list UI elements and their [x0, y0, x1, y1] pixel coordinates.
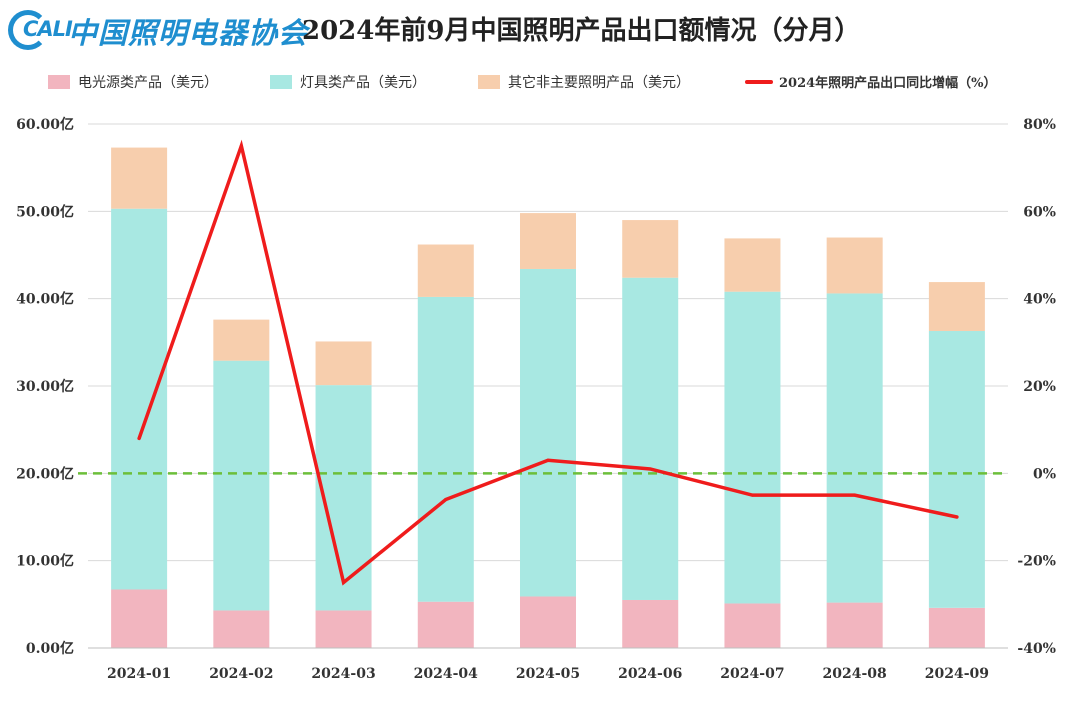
y-tick-left: 60.00亿	[16, 116, 74, 133]
y-tick-left: 40.00亿	[16, 291, 74, 308]
bar-other	[622, 220, 679, 278]
y-axis-left: 0.00亿 10.00亿 20.00亿 30.00亿 40.00亿 50.00亿 60.00…	[16, 116, 74, 657]
logo-mark-icon: CALI	[8, 8, 73, 54]
bars	[111, 147, 985, 648]
legend-item-other: 其它非主要照明产品（美元）	[478, 72, 690, 92]
bar-fixtures	[213, 360, 270, 611]
y-tick-right: 40%	[1023, 292, 1056, 308]
chart-legend: 电光源类产品（美元） 灯具类产品（美元） 其它非主要照明产品（美元） 2024年…	[0, 68, 1080, 98]
legend-item-light-source: 电光源类产品（美元）	[48, 72, 218, 92]
x-tick-label: 2024-01	[107, 666, 171, 682]
y-tick-left: 30.00亿	[16, 378, 74, 395]
bar-fixtures	[417, 296, 474, 602]
growth-point	[750, 493, 754, 497]
bar-other	[213, 319, 270, 361]
legend-label-fixtures: 灯具类产品（美元）	[300, 75, 426, 91]
y-tick-left: 50.00亿	[16, 203, 74, 220]
growth-line-layer	[137, 139, 959, 586]
legend-swatch-light-source	[48, 75, 70, 89]
chart-header: CALI 中国照明电器协会 2024年前9月中国照明产品出口额情况（分月）	[0, 0, 1080, 62]
bar-fixtures	[724, 291, 781, 604]
legend-label-growth: 2024年照明产品出口同比增幅（%）	[779, 76, 997, 91]
growth-point	[853, 493, 857, 497]
x-tick-label: 2024-06	[618, 666, 682, 682]
growth-point	[648, 467, 652, 471]
legend-item-fixtures: 灯具类产品（美元）	[270, 72, 426, 92]
y-tick-left: 20.00亿	[16, 465, 74, 482]
x-tick-label: 2024-07	[720, 666, 784, 682]
bar-fixtures	[111, 208, 168, 590]
y-tick-right: 80%	[1023, 117, 1056, 133]
y-axis-right: -40% -20% 0% 20% 40% 60% 80%	[1017, 117, 1056, 657]
cali-logo: CALI 中国照明电器协会	[8, 8, 308, 54]
bar-other	[417, 244, 474, 297]
x-tick-label: 2024-09	[925, 666, 989, 682]
y-tick-right: -20%	[1017, 554, 1056, 570]
y-tick-right: 60%	[1023, 204, 1056, 220]
x-axis: 2024-01 2024-02 2024-03 2024-04 2024-05 2024-…	[88, 647, 1008, 682]
logo-name: 中国照明电器协会	[68, 16, 309, 50]
bar-fixtures	[928, 330, 985, 608]
bar-light-source	[622, 599, 679, 648]
x-tick-label: 2024-03	[311, 666, 375, 682]
legend-item-growth: 2024年照明产品出口同比增幅（%）	[745, 72, 997, 91]
bar-other	[111, 147, 168, 209]
y-tick-right: 20%	[1023, 379, 1056, 395]
growth-point	[342, 581, 346, 584]
bar-light-source	[724, 603, 781, 648]
bar-light-source	[826, 602, 883, 648]
chart-title: 2024年前9月中国照明产品出口额情况（分月）	[302, 16, 861, 46]
growth-point	[239, 144, 243, 148]
logo-abbr: CALI	[23, 17, 73, 41]
y-tick-right: 0%	[1033, 466, 1056, 482]
bar-fixtures	[520, 268, 576, 597]
bar-light-source	[520, 596, 576, 648]
x-tick-label: 2024-02	[209, 666, 273, 682]
logo-ring-icon	[8, 10, 48, 50]
y-tick-left: 10.00亿	[16, 553, 74, 570]
y-tick-right: -40%	[1017, 641, 1056, 657]
bar-other	[826, 237, 883, 294]
legend-label-other: 其它非主要照明产品（美元）	[508, 75, 690, 91]
x-tick-label: 2024-08	[823, 666, 887, 682]
legend-swatch-other	[478, 75, 500, 89]
bar-light-source	[111, 589, 168, 648]
legend-label-light-source: 电光源类产品（美元）	[78, 75, 218, 91]
growth-point	[546, 458, 550, 462]
bar-other	[520, 213, 576, 269]
legend-swatch-growth	[745, 79, 773, 84]
bar-light-source	[928, 607, 985, 648]
legend-swatch-fixtures	[270, 75, 292, 89]
bar-other	[928, 282, 985, 331]
bar-fixtures	[826, 293, 883, 603]
growth-point	[955, 515, 959, 519]
bar-light-source	[213, 610, 270, 648]
x-tick-label: 2024-04	[414, 666, 479, 682]
growth-point	[444, 498, 448, 502]
y-tick-left: 0.00亿	[26, 640, 74, 657]
bar-light-source	[417, 601, 474, 648]
bar-other	[724, 238, 781, 292]
bar-fixtures	[622, 277, 679, 600]
bar-other	[315, 341, 372, 386]
growth-point	[137, 436, 141, 440]
x-tick-label: 2024-05	[516, 666, 580, 682]
bar-light-source	[315, 610, 372, 648]
